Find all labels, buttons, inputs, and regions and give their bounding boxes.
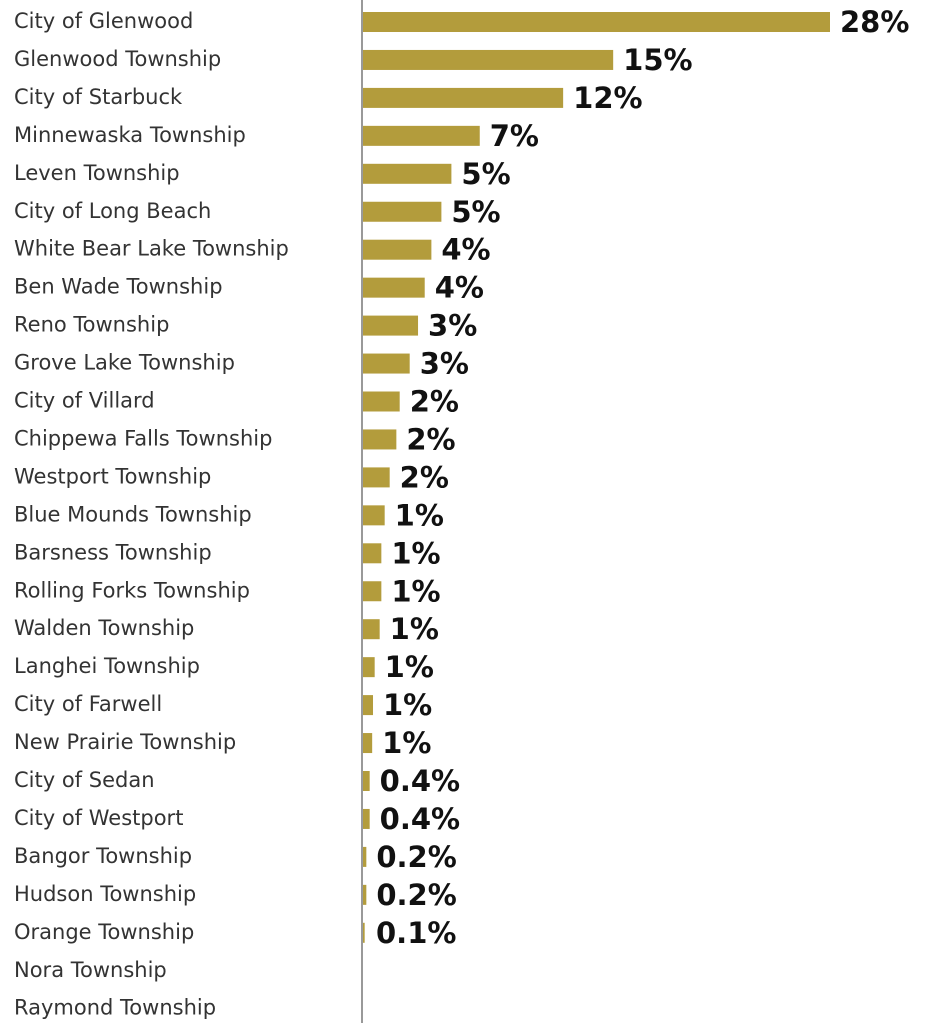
value-label: 1% <box>390 612 439 646</box>
bar <box>363 125 480 146</box>
category-label: City of Starbuck <box>14 85 183 109</box>
category-label: City of Glenwood <box>14 9 193 33</box>
category-label: City of Westport <box>14 806 183 830</box>
category-label: Bangor Township <box>14 844 192 868</box>
category-label: Nora Township <box>14 958 167 982</box>
category-label: New Prairie Township <box>14 730 236 754</box>
bar <box>363 922 365 943</box>
category-label: Blue Mounds Township <box>14 502 252 526</box>
value-label: 1% <box>382 726 431 760</box>
value-label: 0.4% <box>380 802 460 836</box>
bar <box>363 239 432 260</box>
bar <box>363 695 374 716</box>
value-label: 0.2% <box>376 840 456 874</box>
bar <box>363 846 367 867</box>
category-label: Orange Township <box>14 920 194 944</box>
value-label: 7% <box>490 119 539 153</box>
category-label: Grove Lake Township <box>14 351 235 375</box>
category-label: Chippewa Falls Township <box>14 426 272 450</box>
value-label: 1% <box>391 574 440 608</box>
bar <box>363 884 367 905</box>
category-label: Barsness Township <box>14 540 212 564</box>
value-label: 2% <box>406 422 455 456</box>
category-label: Langhei Township <box>14 654 200 678</box>
bar <box>363 429 397 450</box>
bar <box>363 353 410 374</box>
bar <box>363 808 370 829</box>
value-label: 2% <box>410 385 459 419</box>
value-label: 0.2% <box>376 878 456 912</box>
category-label: Walden Township <box>14 616 194 640</box>
value-label: 3% <box>420 347 469 381</box>
category-label: City of Villard <box>14 389 155 413</box>
value-label: 4% <box>435 271 484 305</box>
bar <box>363 391 400 412</box>
category-label: City of Long Beach <box>14 199 211 223</box>
value-label: 28% <box>840 5 909 39</box>
value-label: 0.4% <box>380 764 460 798</box>
value-label: 1% <box>395 498 444 532</box>
bar <box>363 163 452 184</box>
value-label: 1% <box>391 536 440 570</box>
category-label: Hudson Township <box>14 882 196 906</box>
value-label: 1% <box>383 688 432 722</box>
category-label: Rolling Forks Township <box>14 578 250 602</box>
value-label: 4% <box>441 233 490 267</box>
bar <box>363 467 390 488</box>
bar <box>363 49 614 70</box>
category-label: Minnewaska Township <box>14 123 246 147</box>
value-label: 0.1% <box>376 916 456 950</box>
value-label: 12% <box>573 81 642 115</box>
bar <box>363 657 375 678</box>
bar <box>363 581 382 602</box>
bar <box>363 315 419 336</box>
category-label: Westport Township <box>14 464 211 488</box>
category-label: Raymond Township <box>14 996 216 1020</box>
category-label: White Bear Lake Township <box>14 237 289 261</box>
category-label: Leven Township <box>14 161 180 185</box>
value-label: 5% <box>451 195 500 229</box>
bar <box>363 543 382 564</box>
bar <box>363 87 564 108</box>
bar <box>363 201 442 222</box>
bar <box>363 733 373 754</box>
category-label: Reno Township <box>14 313 169 337</box>
bar <box>363 12 830 32</box>
value-label: 1% <box>385 650 434 684</box>
bar <box>363 277 425 298</box>
bar <box>363 771 370 791</box>
value-label: 2% <box>400 460 449 494</box>
bar <box>363 619 380 640</box>
category-label: City of Farwell <box>14 692 162 716</box>
bar <box>363 505 385 526</box>
category-label: City of Sedan <box>14 768 155 792</box>
category-label: Glenwood Township <box>14 47 221 71</box>
value-label: 3% <box>428 309 477 343</box>
value-label: 15% <box>623 43 692 77</box>
value-label: 5% <box>461 157 510 191</box>
category-label: Ben Wade Township <box>14 275 223 299</box>
